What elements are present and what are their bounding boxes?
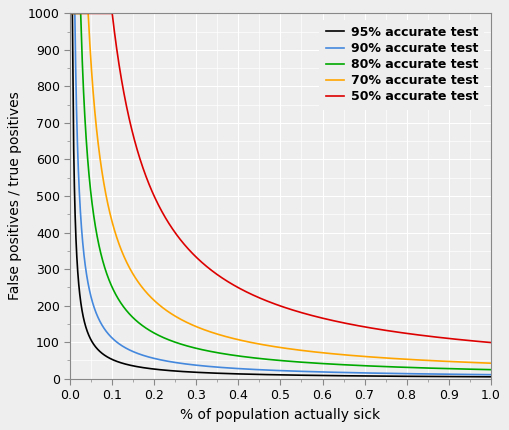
90% accurate test: [228, 366, 234, 371]
50% accurate test: [381, 328, 387, 333]
50% accurate test: [413, 332, 419, 337]
Line: 70% accurate test: 70% accurate test: [71, 13, 491, 363]
70% accurate test: [341, 352, 347, 357]
90% accurate test: [341, 370, 347, 375]
80% accurate test: [320, 361, 326, 366]
95% accurate test: [68, 11, 74, 16]
95% accurate test: [320, 373, 326, 378]
Line: 95% accurate test: 95% accurate test: [71, 13, 491, 377]
50% accurate test: [228, 281, 234, 286]
95% accurate test: [488, 374, 494, 379]
95% accurate test: [381, 374, 387, 379]
80% accurate test: [381, 364, 387, 369]
90% accurate test: [413, 371, 419, 376]
80% accurate test: [488, 367, 494, 372]
90% accurate test: [488, 372, 494, 377]
70% accurate test: [144, 290, 150, 295]
90% accurate test: [144, 354, 150, 359]
80% accurate test: [341, 362, 347, 367]
95% accurate test: [228, 371, 234, 376]
50% accurate test: [144, 176, 150, 181]
X-axis label: % of population actually sick: % of population actually sick: [180, 408, 381, 422]
50% accurate test: [68, 11, 74, 16]
80% accurate test: [413, 365, 419, 370]
70% accurate test: [381, 355, 387, 360]
50% accurate test: [488, 340, 494, 345]
80% accurate test: [68, 11, 74, 16]
95% accurate test: [144, 366, 150, 371]
95% accurate test: [341, 373, 347, 378]
Line: 90% accurate test: 90% accurate test: [71, 13, 491, 375]
90% accurate test: [381, 371, 387, 376]
Y-axis label: False positives / true positives: False positives / true positives: [8, 92, 22, 301]
Line: 80% accurate test: 80% accurate test: [71, 13, 491, 370]
70% accurate test: [488, 361, 494, 366]
90% accurate test: [68, 11, 74, 16]
95% accurate test: [413, 374, 419, 379]
70% accurate test: [320, 350, 326, 355]
70% accurate test: [413, 357, 419, 362]
Line: 50% accurate test: 50% accurate test: [71, 13, 491, 343]
80% accurate test: [228, 352, 234, 357]
80% accurate test: [144, 326, 150, 331]
50% accurate test: [341, 320, 347, 326]
Legend: 95% accurate test, 90% accurate test, 80% accurate test, 70% accurate test, 50% : 95% accurate test, 90% accurate test, 80…: [320, 20, 485, 110]
90% accurate test: [320, 369, 326, 375]
50% accurate test: [320, 316, 326, 321]
70% accurate test: [228, 335, 234, 341]
70% accurate test: [68, 11, 74, 16]
